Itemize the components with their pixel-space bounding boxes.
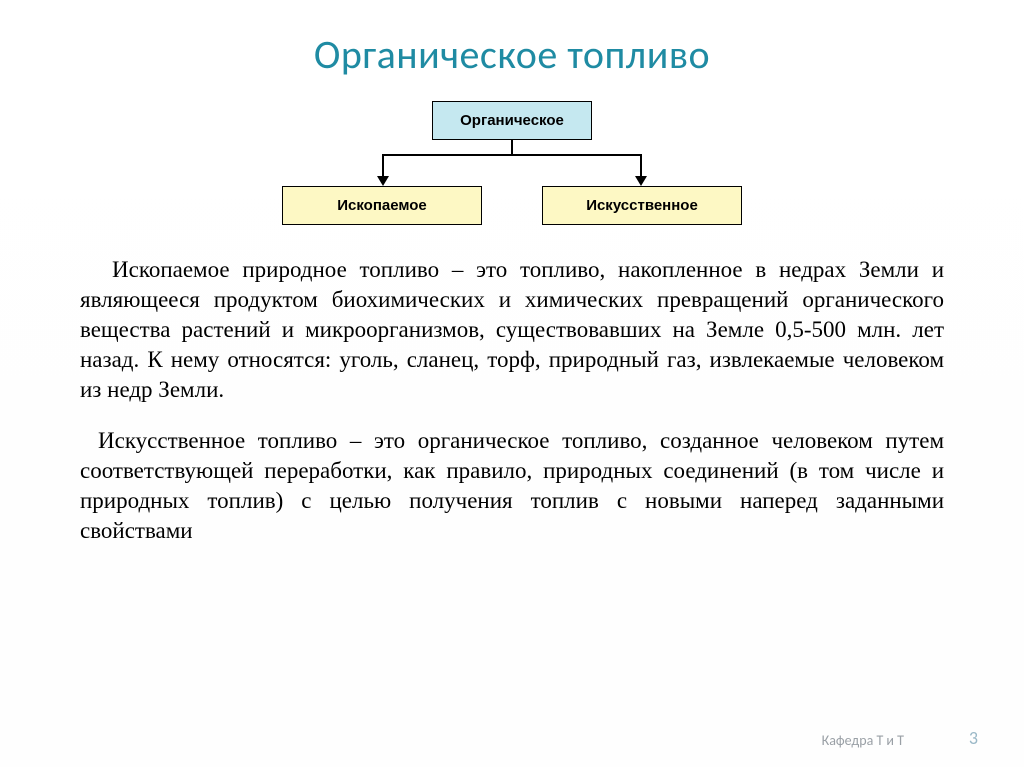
children-row: Ископаемое Искусственное <box>282 186 742 225</box>
paragraph-2: Искусственное топливо – это органическое… <box>80 426 944 546</box>
tree-diagram: Органическое Ископаемое Искусственное <box>80 101 944 225</box>
slide: Органическое топливо Органическое Ископа… <box>0 0 1024 767</box>
node-child-0: Ископаемое <box>282 186 482 225</box>
node-child-1: Искусственное <box>542 186 742 225</box>
footer-label: Кафедра Т и Т <box>822 732 904 749</box>
tree-connector <box>382 140 642 186</box>
paragraph-1-text: Ископаемое природное топливо – это топли… <box>80 257 944 402</box>
paragraph-1: Ископаемое природное топливо – это топли… <box>80 255 944 404</box>
node-root: Органическое <box>432 101 592 140</box>
page-number: 3 <box>969 727 978 749</box>
paragraph-2-text: Искусственное топливо – это органическое… <box>80 428 944 543</box>
slide-title: Органическое топливо <box>80 30 944 79</box>
